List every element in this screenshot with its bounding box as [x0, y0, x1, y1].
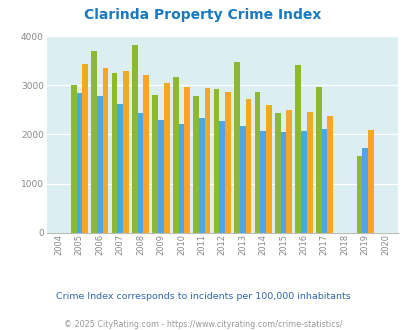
Bar [321, 129, 326, 233]
Bar [152, 95, 158, 233]
Bar [219, 121, 225, 233]
Bar [245, 99, 251, 233]
Bar [254, 92, 260, 233]
Bar [178, 124, 184, 233]
Bar [117, 104, 123, 233]
Bar [361, 148, 367, 233]
Bar [198, 118, 204, 233]
Text: © 2025 CityRating.com - https://www.cityrating.com/crime-statistics/: © 2025 CityRating.com - https://www.city… [64, 320, 341, 329]
Bar [260, 131, 265, 233]
Bar [265, 105, 271, 233]
Bar [82, 64, 88, 233]
Bar [132, 45, 137, 233]
Bar [97, 96, 102, 233]
Bar [356, 155, 361, 233]
Bar [123, 71, 128, 233]
Bar [184, 87, 190, 233]
Text: Clarinda Property Crime Index: Clarinda Property Crime Index [84, 8, 321, 22]
Bar [326, 116, 332, 233]
Bar [164, 83, 169, 233]
Bar [91, 51, 97, 233]
Text: Crime Index corresponds to incidents per 100,000 inhabitants: Crime Index corresponds to incidents per… [55, 292, 350, 301]
Bar [111, 73, 117, 233]
Bar [367, 130, 373, 233]
Bar [193, 96, 198, 233]
Bar [102, 68, 108, 233]
Bar [76, 93, 82, 233]
Bar [286, 110, 291, 233]
Bar [295, 65, 301, 233]
Bar [173, 77, 178, 233]
Bar [204, 88, 210, 233]
Bar [225, 92, 230, 233]
Bar [143, 75, 149, 233]
Bar [213, 89, 219, 233]
Bar [158, 120, 164, 233]
Bar [274, 113, 280, 233]
Bar [137, 113, 143, 233]
Bar [306, 113, 312, 233]
Bar [301, 131, 306, 233]
Bar [70, 85, 76, 233]
Bar [234, 62, 239, 233]
Bar [239, 126, 245, 233]
Bar [315, 87, 321, 233]
Bar [280, 132, 286, 233]
